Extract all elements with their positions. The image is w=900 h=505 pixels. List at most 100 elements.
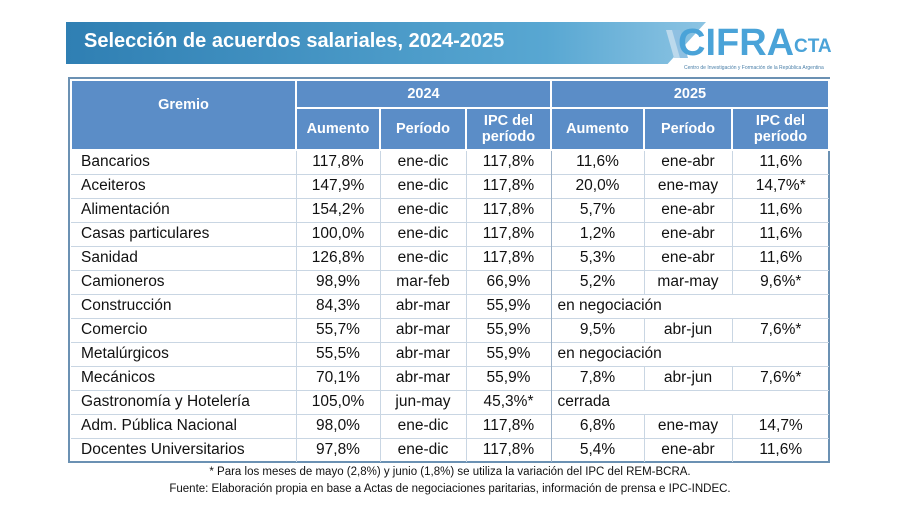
- header-aumento-2025: Aumento: [550, 107, 645, 151]
- cell-periodo-2025: ene-abr: [644, 149, 733, 174]
- cell-aumento-2024: 147,9%: [296, 173, 381, 198]
- cell-aumento-2025: 5,4%: [551, 437, 645, 462]
- cell-ipc-2024: 66,9%: [466, 269, 552, 294]
- table-row: Metalúrgicos 55,5% abr-mar 55,9% en negociac…: [71, 341, 829, 366]
- cell-ipc-2025: 11,6%: [732, 245, 829, 270]
- salary-table: Gremio 2024 2025 Aumento Período IPC del…: [68, 77, 830, 463]
- cell-periodo-2024: ene-dic: [380, 221, 467, 246]
- cell-ipc-2024: 117,8%: [466, 413, 552, 438]
- cell-aumento-2025: 9,5%: [551, 317, 645, 342]
- cell-aumento-2024: 55,5%: [296, 341, 381, 366]
- cell-periodo-2025: ene-abr: [644, 197, 733, 222]
- footnote-source: Fuente: Elaboración propia en base a Act…: [169, 483, 731, 495]
- cell-periodo-2024: ene-dic: [380, 173, 467, 198]
- cell-periodo-2024: abr-mar: [380, 365, 467, 390]
- page-title: Selección de acuerdos salariales, 2024-2…: [84, 30, 505, 52]
- cell-periodo-2024: abr-mar: [380, 293, 467, 318]
- cell-gremio: Aceiteros: [71, 173, 297, 198]
- cell-gremio: Casas particulares: [71, 221, 297, 246]
- cell-periodo-2024: jun-may: [380, 389, 467, 414]
- table-row: Bancarios 117,8% ene-dic 117,8% 11,6% ene-abr…: [71, 149, 829, 174]
- cell-aumento-2024: 98,0%: [296, 413, 381, 438]
- header-year-2025: 2025: [550, 79, 830, 109]
- cell-ipc-2025: 14,7%: [732, 413, 829, 438]
- cell-ipc-2024: 117,8%: [466, 149, 552, 174]
- cell-gremio: Bancarios: [71, 149, 297, 174]
- cell-ipc-2024: 55,9%: [466, 317, 552, 342]
- cell-aumento-2025: 5,3%: [551, 245, 645, 270]
- cell-periodo-2024: ene-dic: [380, 413, 467, 438]
- cell-aumento-2025: 20,0%: [551, 173, 645, 198]
- cell-ipc-2024: 55,9%: [466, 293, 552, 318]
- cell-ipc-2025: 7,6%*: [732, 317, 829, 342]
- cell-aumento-2024: 84,3%: [296, 293, 381, 318]
- cifra-logo: CIFRA CTA Centro de Investigación y Form…: [664, 20, 864, 74]
- cell-aumento-2024: 97,8%: [296, 437, 381, 462]
- cell-periodo-2025: abr-jun: [644, 317, 733, 342]
- cell-ipc-2025: 11,6%: [732, 437, 829, 462]
- cell-ipc-2024: 45,3%*: [466, 389, 552, 414]
- header-aumento-2024: Aumento: [295, 107, 381, 151]
- cell-aumento-2024: 100,0%: [296, 221, 381, 246]
- cell-periodo-2024: ene-dic: [380, 197, 467, 222]
- cell-periodo-2025: ene-abr: [644, 221, 733, 246]
- cell-aumento-2025: 1,2%: [551, 221, 645, 246]
- cell-aumento-2025: 7,8%: [551, 365, 645, 390]
- cell-ipc-2024: 117,8%: [466, 245, 552, 270]
- cell-ipc-2025: 11,6%: [732, 197, 829, 222]
- table-row: Comercio 55,7% abr-mar 55,9% 9,5% abr-jun 7,6%…: [71, 317, 829, 342]
- cell-aumento-2024: 126,8%: [296, 245, 381, 270]
- table-row: Adm. Pública Nacional 98,0% ene-dic 117,8% 6…: [71, 413, 829, 438]
- table-row: Mecánicos 70,1% abr-mar 55,9% 7,8% abr-jun 7,6…: [71, 365, 829, 390]
- cell-ipc-2025: 11,6%: [732, 149, 829, 174]
- header-periodo-2024: Período: [379, 107, 467, 151]
- header-year-2024: 2024: [295, 79, 552, 109]
- cell-ipc-2025: 7,6%*: [732, 365, 829, 390]
- cell-ipc-2024: 117,8%: [466, 197, 552, 222]
- cell-gremio: Gastronomía y Hotelería: [71, 389, 297, 414]
- cell-ipc-2025: 14,7%*: [732, 173, 829, 198]
- header-periodo-2025: Período: [643, 107, 733, 151]
- cell-ipc-2024: 55,9%: [466, 365, 552, 390]
- cell-aumento-2024: 70,1%: [296, 365, 381, 390]
- cell-gremio: Comercio: [71, 317, 297, 342]
- cell-aumento-2025: 11,6%: [551, 149, 645, 174]
- cell-periodo-2025: ene-abr: [644, 437, 733, 462]
- title-banner: [66, 22, 706, 64]
- cell-aumento-2024: 154,2%: [296, 197, 381, 222]
- logo-name: CIFRA: [678, 22, 795, 64]
- cell-aumento-2025: 5,2%: [551, 269, 645, 294]
- table-row: Docentes Universitarios 97,8% ene-dic 117,8…: [71, 437, 829, 462]
- header-ipc-2025: IPC del período: [731, 107, 830, 151]
- cell-periodo-2025: ene-may: [644, 413, 733, 438]
- header-ipc-2024: IPC del período: [465, 107, 552, 151]
- cell-periodo-2025: abr-jun: [644, 365, 733, 390]
- cell-ipc-2024: 55,9%: [466, 341, 552, 366]
- cell-gremio: Adm. Pública Nacional: [71, 413, 297, 438]
- logo-swoosh-icon: [666, 30, 688, 58]
- cell-ipc-2024: 117,8%: [466, 221, 552, 246]
- table-row: Sanidad 126,8% ene-dic 117,8% 5,3% ene-abr 11,…: [71, 245, 829, 270]
- table-row: Construcción 84,3% abr-mar 55,9% en negociac…: [71, 293, 829, 318]
- cell-periodo-2024: mar-feb: [380, 269, 467, 294]
- cell-periodo-2024: ene-dic: [380, 437, 467, 462]
- footnote-ipc: * Para los meses de mayo (2,8%) y junio …: [209, 466, 691, 478]
- cell-periodo-2024: abr-mar: [380, 317, 467, 342]
- cell-gremio: Mecánicos: [71, 365, 297, 390]
- cell-gremio: Construcción: [71, 293, 297, 318]
- cell-aumento-2024: 117,8%: [296, 149, 381, 174]
- table-row: Aceiteros 147,9% ene-dic 117,8% 20,0% ene-may…: [71, 173, 829, 198]
- cell-periodo-2024: ene-dic: [380, 149, 467, 174]
- cell-periodo-2024: abr-mar: [380, 341, 467, 366]
- cell-gremio: Metalúrgicos: [71, 341, 297, 366]
- table-row: Gastronomía y Hotelería 105,0% jun-may 45,3…: [71, 389, 829, 414]
- table-row: Casas particulares 100,0% ene-dic 117,8% 1,2…: [71, 221, 829, 246]
- cell-periodo-2025: mar-may: [644, 269, 733, 294]
- cell-aumento-2025: 6,8%: [551, 413, 645, 438]
- table-row: Camioneros 98,9% mar-feb 66,9% 5,2% mar-may 9,…: [71, 269, 829, 294]
- cell-ipc-2025: 9,6%*: [732, 269, 829, 294]
- cell-aumento-2025: 5,7%: [551, 197, 645, 222]
- cell-status-2025: en negociación: [551, 341, 829, 366]
- cell-gremio: Alimentación: [71, 197, 297, 222]
- cell-gremio: Docentes Universitarios: [71, 437, 297, 462]
